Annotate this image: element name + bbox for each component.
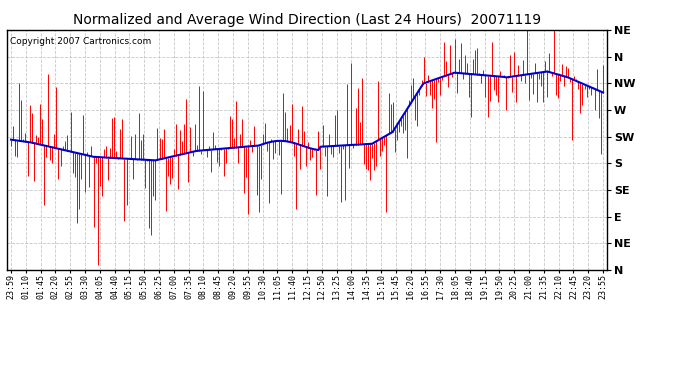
Text: Copyright 2007 Cartronics.com: Copyright 2007 Cartronics.com	[10, 37, 151, 46]
Title: Normalized and Average Wind Direction (Last 24 Hours)  20071119: Normalized and Average Wind Direction (L…	[73, 13, 541, 27]
